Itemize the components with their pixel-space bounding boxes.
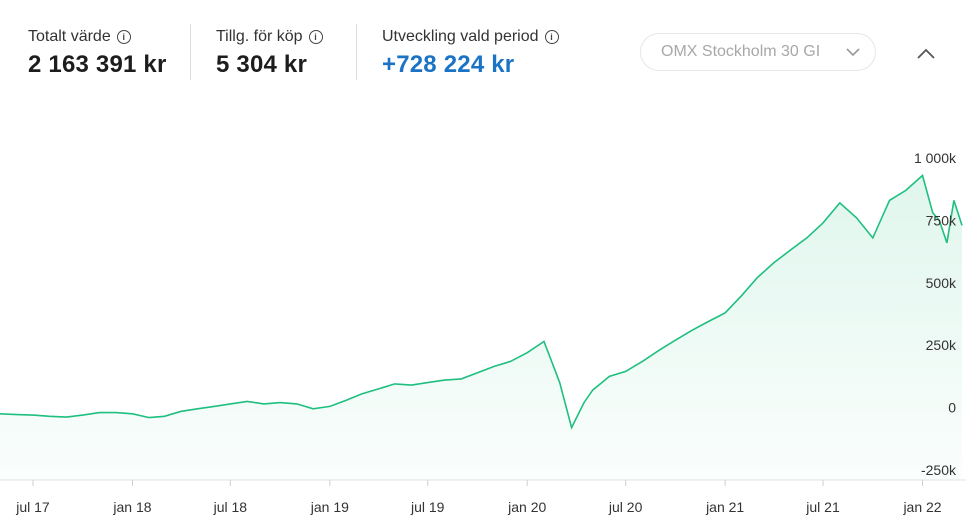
info-icon[interactable]: i <box>116 30 131 44</box>
stat-value: 5 304 kr <box>216 51 308 78</box>
x-tick-label: jul 21 <box>805 499 840 515</box>
x-tick-label: jul 18 <box>213 499 248 515</box>
y-tick-label: -250k <box>921 462 957 478</box>
info-icon[interactable]: i <box>308 30 323 44</box>
x-tick-label: jan 20 <box>507 499 546 515</box>
stat-value: +728 224 kr <box>382 51 515 78</box>
x-tick-label: jan 18 <box>112 499 151 515</box>
stat-total-value: Totalt värde i 2 163 391 kr <box>28 28 167 79</box>
index-select-value: OMX Stockholm 30 GI <box>661 43 821 60</box>
info-icon[interactable]: i <box>544 30 559 44</box>
portfolio-chart: 1 000k 750k 500k 250k 0 -250k jul 17 jan 18 jul… <box>0 150 966 515</box>
series-area <box>0 175 962 480</box>
y-tick-label: 500k <box>926 275 957 291</box>
x-tick-label: jul 19 <box>410 499 445 515</box>
y-tick-label: 250k <box>926 337 957 353</box>
divider <box>356 24 357 80</box>
stat-label: Utveckling vald period <box>382 28 539 45</box>
stat-label: Totalt värde <box>28 28 111 45</box>
series-line <box>0 174 963 430</box>
x-tick-label: jul 17 <box>15 499 50 515</box>
x-tick-label: jul 20 <box>608 499 643 515</box>
y-tick-label: 750k <box>926 212 957 228</box>
chevron-down-icon <box>846 48 860 57</box>
stat-label: Tillg. för köp <box>216 28 303 45</box>
stat-value: 2 163 391 kr <box>28 51 167 78</box>
stat-available-to-buy: Tillg. för köp i 5 304 kr <box>216 28 323 79</box>
stat-period-development: Utveckling vald period i +728 224 kr <box>382 28 559 79</box>
index-compare-select[interactable]: OMX Stockholm 30 GI <box>640 33 876 71</box>
x-tick-label: jan 19 <box>310 499 349 515</box>
x-tick-label: jan 21 <box>705 499 744 515</box>
x-tick-label: jan 22 <box>902 499 941 515</box>
chevron-up-icon[interactable] <box>912 40 940 68</box>
y-tick-label: 1 000k <box>914 150 957 166</box>
divider <box>190 24 191 80</box>
summary-stats: Totalt värde i 2 163 391 kr Tillg. för k… <box>0 0 966 90</box>
y-tick-label: 0 <box>948 400 956 416</box>
